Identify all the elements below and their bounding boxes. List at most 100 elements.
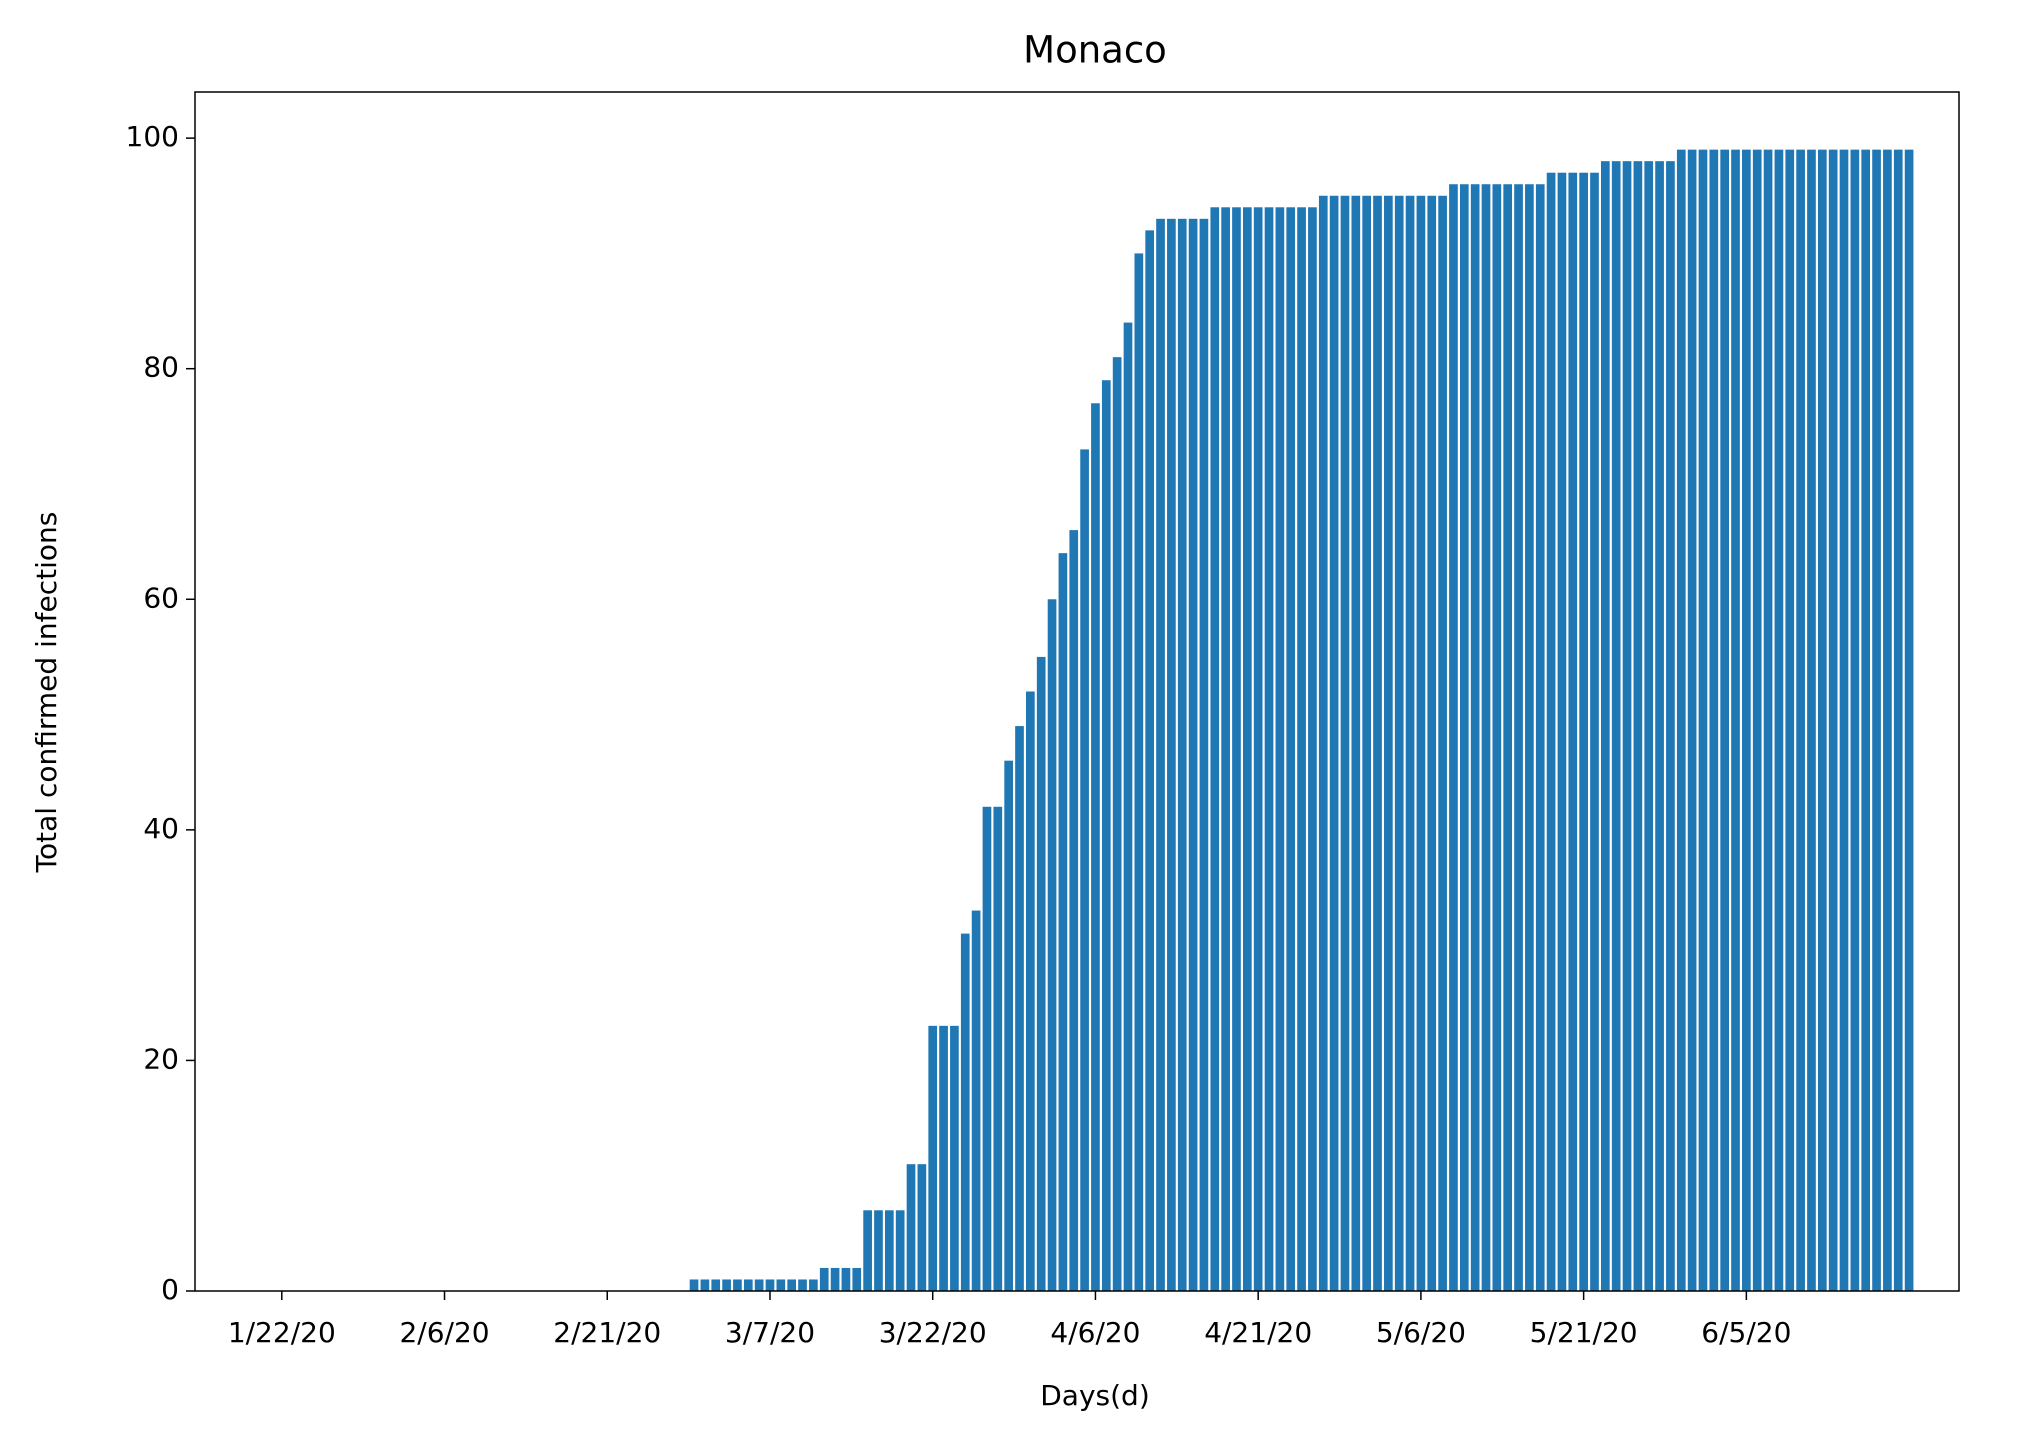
bar — [1557, 172, 1567, 1292]
x-tick-label: 3/22/20 — [879, 1316, 987, 1349]
bar — [1546, 172, 1556, 1292]
bar — [1731, 149, 1740, 1291]
bar — [1633, 161, 1643, 1291]
bar — [1774, 149, 1784, 1291]
x-tick-label: 4/6/20 — [1050, 1316, 1140, 1349]
bar — [1177, 218, 1187, 1292]
bar — [1329, 195, 1339, 1291]
bar — [906, 1164, 916, 1291]
bar — [1817, 149, 1827, 1291]
bar — [1253, 207, 1263, 1292]
bar — [1828, 149, 1838, 1291]
bar — [1015, 726, 1024, 1291]
bar — [1036, 656, 1046, 1291]
bar — [928, 1025, 938, 1291]
bar — [1080, 449, 1089, 1291]
bar — [841, 1267, 851, 1291]
bar — [1861, 149, 1871, 1291]
bar — [1763, 149, 1773, 1291]
y-tick-label: 80 — [143, 351, 179, 384]
bar — [711, 1279, 721, 1291]
bar — [895, 1210, 905, 1291]
bar — [1459, 184, 1469, 1292]
bar — [819, 1267, 829, 1291]
bar — [1579, 172, 1588, 1292]
bar — [1600, 161, 1610, 1291]
bar — [1123, 322, 1133, 1292]
y-tick-label: 0 — [161, 1273, 179, 1306]
bar — [993, 806, 1003, 1291]
bar — [1481, 184, 1491, 1292]
bar — [1069, 530, 1079, 1291]
bar — [1676, 149, 1686, 1291]
bar — [1232, 207, 1241, 1292]
bar — [1112, 357, 1122, 1291]
bar — [1199, 218, 1209, 1292]
chart-title: Monaco — [1023, 29, 1167, 72]
bar — [1883, 149, 1892, 1291]
bar — [982, 806, 992, 1291]
bar — [1275, 207, 1285, 1292]
bar — [1308, 207, 1317, 1292]
bar — [1091, 403, 1100, 1292]
bar — [1742, 149, 1751, 1291]
x-tick-label: 5/21/20 — [1530, 1316, 1638, 1349]
bar — [798, 1279, 807, 1291]
x-axis-label: Days(d) — [1040, 1379, 1150, 1412]
bar — [1568, 172, 1578, 1292]
x-tick-label: 6/5/20 — [1701, 1316, 1791, 1349]
bar — [1752, 149, 1762, 1291]
bar — [1134, 253, 1144, 1292]
bar — [971, 910, 981, 1291]
bar — [1709, 149, 1719, 1291]
bar — [939, 1025, 948, 1291]
bar — [1503, 184, 1513, 1292]
bar — [884, 1210, 894, 1291]
bar — [1297, 207, 1306, 1292]
y-tick-label: 60 — [143, 581, 179, 614]
plot-frame — [194, 91, 1960, 1292]
bar — [1026, 691, 1035, 1291]
bar — [1362, 195, 1371, 1291]
bar — [1188, 218, 1198, 1292]
bar — [1101, 380, 1111, 1291]
bar — [1286, 207, 1296, 1292]
y-axis-label: Total confirmed infections — [30, 512, 63, 874]
bar — [1720, 149, 1730, 1291]
bar — [754, 1279, 764, 1291]
bar — [700, 1279, 710, 1291]
bar — [1535, 184, 1545, 1292]
bar — [1004, 760, 1013, 1291]
bar — [1666, 161, 1675, 1291]
bar — [1893, 149, 1903, 1291]
bar — [809, 1279, 818, 1291]
bar — [1807, 149, 1816, 1291]
bar — [852, 1267, 862, 1291]
bar — [743, 1279, 753, 1291]
x-tick-label: 5/6/20 — [1376, 1316, 1466, 1349]
bar — [1167, 218, 1176, 1292]
x-tick-label: 4/21/20 — [1204, 1316, 1312, 1349]
bar — [776, 1279, 786, 1291]
bar — [1525, 184, 1534, 1292]
bar — [1687, 149, 1697, 1291]
bar — [917, 1164, 927, 1291]
bar — [1622, 161, 1632, 1291]
bar — [1156, 218, 1165, 1292]
bar — [1373, 195, 1382, 1291]
bar — [722, 1279, 731, 1291]
bar — [1405, 195, 1415, 1291]
bar — [1904, 149, 1914, 1291]
x-tick-label: 2/21/20 — [553, 1316, 661, 1349]
bar — [1492, 184, 1502, 1292]
bar — [1384, 195, 1393, 1291]
bar — [733, 1279, 742, 1291]
x-tick-label: 1/22/20 — [228, 1316, 336, 1349]
bar — [1872, 149, 1881, 1291]
bar — [1438, 195, 1447, 1291]
bar — [1264, 207, 1274, 1292]
y-tick-label: 20 — [143, 1042, 179, 1075]
bar — [1221, 207, 1230, 1292]
bar — [1796, 149, 1805, 1291]
